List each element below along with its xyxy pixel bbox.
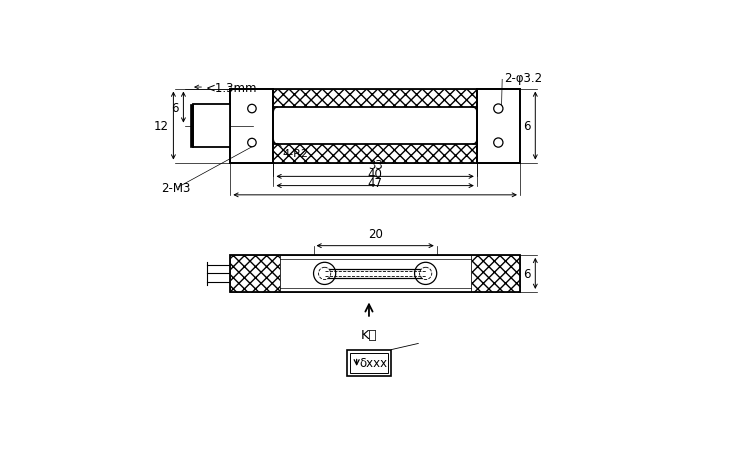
Bar xyxy=(194,105,230,148)
Text: 47: 47 xyxy=(368,177,382,190)
Bar xyxy=(274,89,477,163)
Circle shape xyxy=(415,263,436,285)
Bar xyxy=(274,108,477,145)
Text: 6: 6 xyxy=(171,101,178,114)
Text: 4-R2: 4-R2 xyxy=(282,149,308,159)
Circle shape xyxy=(419,268,432,280)
Bar xyxy=(350,353,388,373)
Bar xyxy=(190,105,194,148)
Circle shape xyxy=(314,263,336,285)
Bar xyxy=(477,89,520,163)
Text: 40: 40 xyxy=(368,168,382,181)
Text: <1.3mm: <1.3mm xyxy=(206,81,257,94)
Bar xyxy=(470,255,520,292)
Text: δxxx: δxxx xyxy=(360,357,388,369)
Bar xyxy=(230,255,280,292)
Text: 6: 6 xyxy=(524,268,531,280)
Bar xyxy=(280,255,470,292)
Text: 2-φ3.2: 2-φ3.2 xyxy=(504,72,542,85)
Text: 12: 12 xyxy=(154,120,169,133)
Text: 20: 20 xyxy=(368,228,382,241)
Text: K向: K向 xyxy=(361,328,377,341)
Bar xyxy=(230,89,274,163)
Circle shape xyxy=(319,268,331,280)
Text: 2-M3: 2-M3 xyxy=(161,181,190,194)
Text: 6: 6 xyxy=(524,120,531,133)
Bar xyxy=(230,255,520,292)
Text: 33: 33 xyxy=(368,159,382,172)
Bar xyxy=(346,350,392,376)
Bar xyxy=(230,89,520,163)
